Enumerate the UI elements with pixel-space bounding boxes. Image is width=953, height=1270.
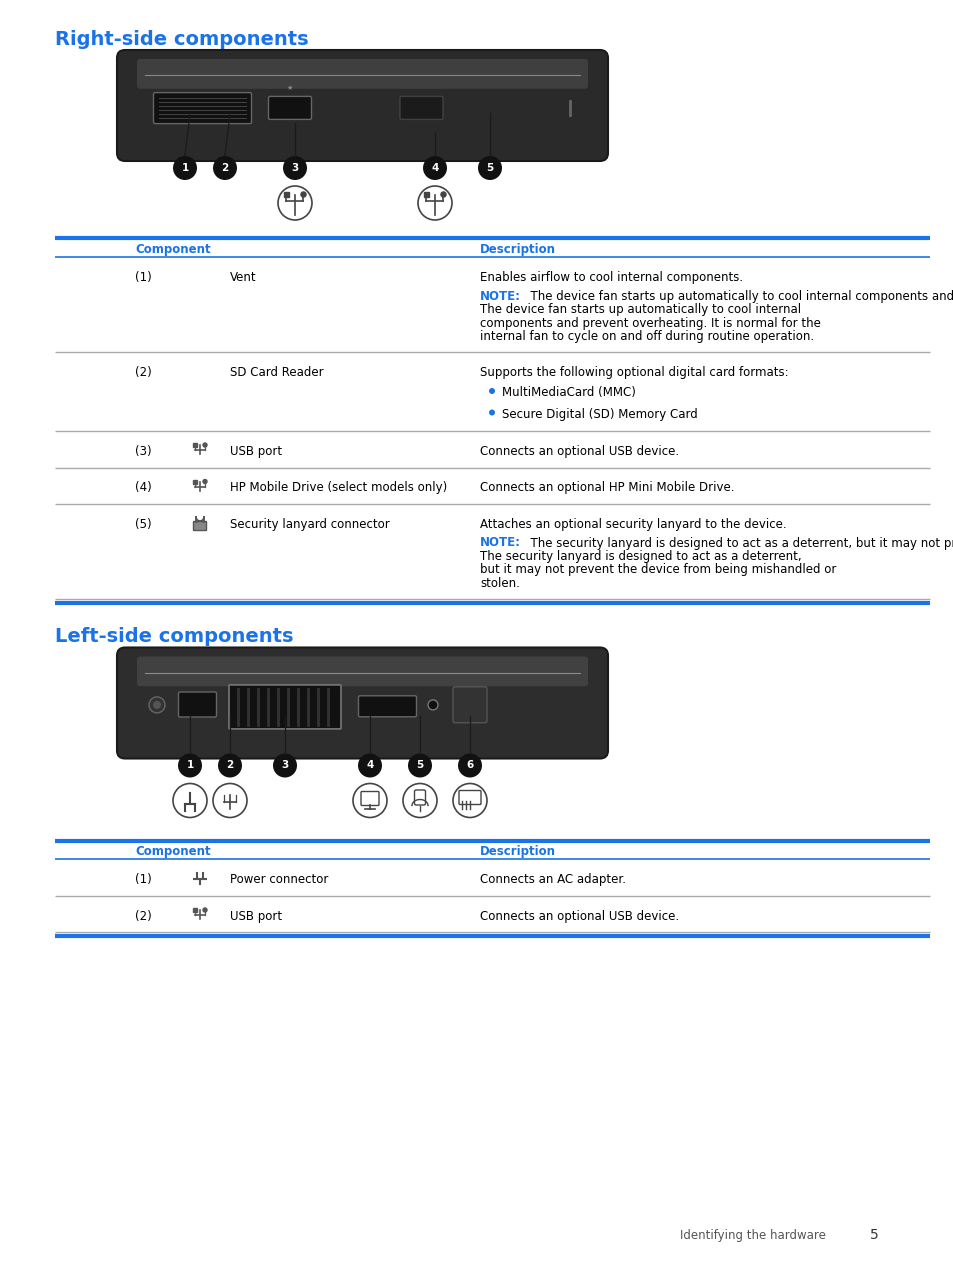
Text: (1): (1) [135,271,152,284]
Text: Description: Description [479,846,556,859]
Text: Right-side components: Right-side components [55,30,309,50]
Text: Vent: Vent [230,271,256,284]
Text: but it may not prevent the device from being mishandled or: but it may not prevent the device from b… [479,564,836,577]
Text: (2): (2) [135,366,152,378]
Text: Secure Digital (SD) Memory Card: Secure Digital (SD) Memory Card [501,408,697,420]
Text: The device fan starts up automatically to cool internal: The device fan starts up automatically t… [479,304,801,316]
Text: Connects an optional USB device.: Connects an optional USB device. [479,911,679,923]
Text: components and prevent overheating. It is normal for the: components and prevent overheating. It i… [479,316,820,329]
Text: Connects an AC adapter.: Connects an AC adapter. [479,874,625,886]
Circle shape [489,409,495,415]
Text: (4): (4) [135,481,152,494]
Circle shape [457,753,481,777]
Text: 6: 6 [466,761,473,771]
Text: Enables airflow to cool internal components.: Enables airflow to cool internal compone… [479,271,742,284]
Circle shape [408,753,432,777]
Circle shape [283,156,307,180]
Text: Connects an optional USB device.: Connects an optional USB device. [479,444,679,458]
Text: 1: 1 [186,761,193,771]
Text: NOTE:: NOTE: [479,536,520,550]
Text: Description: Description [479,243,556,257]
Text: The security lanyard is designed to act as a deterrent,: The security lanyard is designed to act … [479,550,801,563]
Bar [193,443,196,447]
Bar [193,480,196,484]
Text: The device fan starts up automatically to cool internal components and prevent o: The device fan starts up automatically t… [522,290,953,302]
FancyBboxPatch shape [229,685,340,729]
Circle shape [273,753,296,777]
Circle shape [300,192,306,197]
Text: 1: 1 [181,163,189,173]
Bar [423,192,429,197]
Text: Attaches an optional security lanyard to the device.: Attaches an optional security lanyard to… [479,518,786,531]
Circle shape [489,389,495,394]
Bar [193,908,196,912]
Circle shape [178,753,202,777]
FancyBboxPatch shape [193,522,206,531]
Text: 3: 3 [281,761,289,771]
Circle shape [477,156,501,180]
Text: 3: 3 [291,163,298,173]
Text: Connects an optional HP Mini Mobile Drive.: Connects an optional HP Mini Mobile Driv… [479,481,734,494]
Text: Identifying the hardware: Identifying the hardware [679,1229,825,1242]
Text: 2: 2 [221,163,229,173]
Text: HP Mobile Drive (select models only): HP Mobile Drive (select models only) [230,481,447,494]
Text: Left-side components: Left-side components [55,627,294,646]
FancyBboxPatch shape [117,50,607,161]
Bar [284,192,289,197]
Text: (5): (5) [135,518,152,531]
Text: MultiMediaCard (MMC): MultiMediaCard (MMC) [501,386,636,399]
Text: Component: Component [135,243,211,257]
Text: 5: 5 [869,1228,878,1242]
Circle shape [203,443,207,447]
Text: stolen.: stolen. [479,577,519,591]
FancyBboxPatch shape [358,696,416,716]
Circle shape [440,192,446,197]
Text: Component: Component [135,846,211,859]
Circle shape [428,700,437,710]
Circle shape [203,480,207,484]
Text: ★: ★ [287,85,293,91]
FancyBboxPatch shape [399,97,442,119]
Circle shape [172,156,196,180]
FancyBboxPatch shape [178,692,216,718]
Text: 5: 5 [486,163,493,173]
Text: 4: 4 [366,761,374,771]
FancyBboxPatch shape [268,97,312,119]
Text: SD Card Reader: SD Card Reader [230,366,323,378]
Circle shape [218,753,242,777]
FancyBboxPatch shape [137,58,587,89]
Circle shape [357,753,381,777]
FancyBboxPatch shape [453,687,486,723]
Text: (3): (3) [135,444,152,458]
FancyBboxPatch shape [137,657,587,686]
Text: Power connector: Power connector [230,874,328,886]
Text: Security lanyard connector: Security lanyard connector [230,518,390,531]
Text: The security lanyard is designed to act as a deterrent, but it may not prevent t: The security lanyard is designed to act … [522,536,953,550]
Text: USB port: USB port [230,444,282,458]
Circle shape [203,908,207,912]
Text: NOTE:: NOTE: [479,290,520,302]
Circle shape [152,701,161,709]
Text: 2: 2 [226,761,233,771]
Circle shape [422,156,447,180]
Text: Supports the following optional digital card formats:: Supports the following optional digital … [479,366,788,378]
Text: 5: 5 [416,761,423,771]
Text: USB port: USB port [230,911,282,923]
FancyBboxPatch shape [153,93,252,123]
Circle shape [149,697,165,712]
Text: 4: 4 [431,163,438,173]
Text: (2): (2) [135,911,152,923]
Circle shape [213,156,236,180]
Text: internal fan to cycle on and off during routine operation.: internal fan to cycle on and off during … [479,330,813,343]
FancyBboxPatch shape [117,648,607,758]
Text: (1): (1) [135,874,152,886]
